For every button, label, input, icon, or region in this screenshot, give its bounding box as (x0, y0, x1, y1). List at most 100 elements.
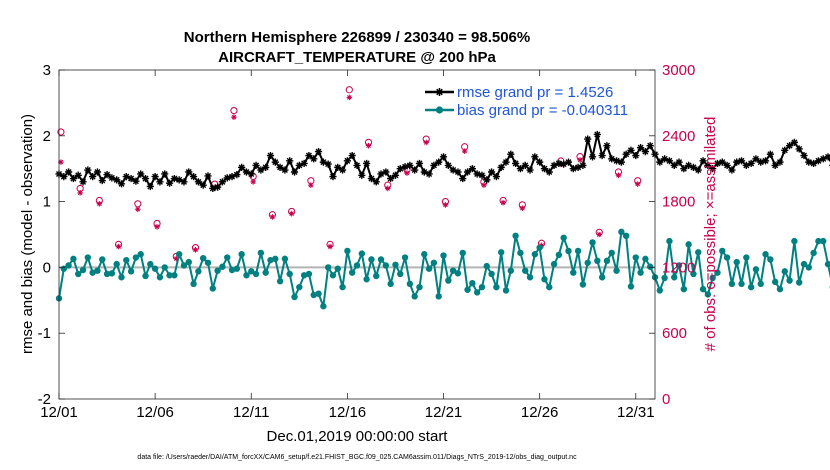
rmse-point (382, 168, 390, 176)
rmse-point (612, 157, 621, 165)
bias-point (493, 283, 500, 291)
bias-point (276, 278, 284, 285)
rmse-point (694, 166, 702, 174)
obs-assimilated-marker (115, 243, 122, 250)
rmse-point (314, 147, 323, 156)
rmse-point (65, 168, 73, 176)
right-tick-label: 1200 (662, 259, 695, 276)
bias-point (565, 247, 572, 255)
bias-point (262, 269, 269, 276)
x-tick-label: 12/26 (521, 404, 559, 421)
bias-point (536, 244, 543, 251)
left-tick-label: 2 (43, 128, 51, 145)
right-axis-ticks: 0 600 1200 1800 2400 3000 (649, 62, 695, 408)
rmse-point (189, 172, 198, 181)
bias-point (147, 260, 154, 268)
bias-point (613, 267, 620, 274)
legend-rmse-marker (435, 88, 444, 96)
bias-point (714, 269, 721, 276)
rmse-point (93, 168, 102, 176)
bias-point (435, 293, 442, 300)
obs-assimilated-marker (77, 190, 83, 196)
bias-point (637, 269, 644, 276)
rmse-point (170, 174, 178, 183)
bias-point (584, 259, 591, 266)
x-tick-label: 12/16 (329, 404, 367, 421)
rmse-point (718, 158, 726, 166)
rmse-point (593, 130, 601, 139)
rmse-point (444, 161, 452, 170)
obs-assimilated-marker (327, 243, 333, 250)
rmse-point (353, 161, 361, 170)
bias-point (315, 290, 322, 297)
bias-point (291, 293, 298, 301)
bias-point (425, 265, 433, 272)
bias-point (454, 270, 462, 277)
rmse-point (675, 158, 683, 166)
bias-point (752, 266, 760, 273)
rmse-point (420, 168, 428, 176)
bias-point (305, 270, 313, 278)
rmse-point (281, 166, 289, 174)
bias-point (267, 256, 274, 264)
rmse-point (406, 161, 414, 170)
rmse-layer (55, 130, 830, 193)
rmse-point (574, 163, 582, 171)
rmse-point (295, 161, 303, 170)
bias-point (238, 251, 245, 258)
bias-point (507, 267, 515, 274)
bias-point (781, 268, 788, 275)
bias-point (459, 249, 466, 257)
rmse-point (516, 165, 525, 173)
rmse-point (459, 174, 467, 183)
bias-point (608, 249, 615, 257)
rmse-point (555, 159, 563, 168)
bias-point (632, 254, 639, 261)
bias-point (363, 276, 370, 283)
bias-point (161, 264, 168, 271)
bias-point (685, 241, 692, 248)
rmse-point (257, 166, 265, 174)
obs-assimilated-marker (173, 255, 180, 262)
bias-point (248, 268, 255, 275)
rmse-point (391, 171, 400, 179)
bias-point (224, 254, 231, 261)
x-tick-label: 12/21 (425, 404, 463, 421)
bias-point (517, 249, 524, 257)
bias-point (228, 266, 236, 274)
bias-point (156, 274, 164, 281)
rmse-point (521, 161, 529, 170)
bias-point (286, 270, 293, 278)
rmse-point (84, 166, 92, 174)
rmse-point (785, 142, 794, 150)
bias-point (762, 251, 769, 258)
rmse-point (449, 166, 457, 174)
bias-point (334, 265, 341, 272)
bias-point (89, 269, 96, 276)
rmse-point (661, 155, 669, 163)
bias-point (166, 272, 173, 279)
obs-assimilated-marker (423, 139, 430, 146)
bias-point (123, 256, 130, 264)
rmse-point (478, 171, 486, 179)
obs-assimilated-marker (154, 224, 160, 230)
rmse-point (415, 159, 424, 168)
obs-assimilated-marker (135, 206, 141, 213)
bias-point (488, 270, 495, 278)
rmse-point (560, 160, 568, 168)
rmse-point (579, 161, 587, 170)
rmse-point (276, 163, 284, 171)
bias-point (411, 293, 418, 300)
rmse-point (372, 178, 380, 186)
bias-point (190, 280, 197, 288)
bias-point (300, 272, 308, 279)
rmse-point (512, 159, 520, 168)
bias-point (483, 262, 490, 270)
bias-point (281, 255, 289, 263)
rmse-point (430, 161, 438, 170)
right-tick-label: 0 (662, 391, 670, 408)
rmse-point (199, 181, 207, 189)
rmse-point (194, 178, 202, 186)
rmse-point (800, 151, 808, 160)
rmse-point (367, 174, 376, 183)
